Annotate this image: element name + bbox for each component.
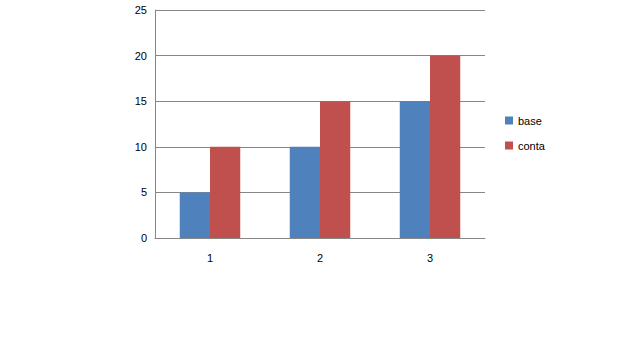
svg-text:0: 0 [141,232,147,244]
svg-text:1: 1 [207,252,213,264]
svg-text:20: 20 [135,50,147,62]
svg-text:conta: conta [518,140,546,152]
svg-text:base: base [518,115,542,127]
svg-text:5: 5 [141,186,147,198]
svg-text:3: 3 [427,252,433,264]
svg-text:25: 25 [135,4,147,16]
svg-text:2: 2 [317,252,323,264]
svg-text:10: 10 [135,141,147,153]
svg-text:15: 15 [135,95,147,107]
